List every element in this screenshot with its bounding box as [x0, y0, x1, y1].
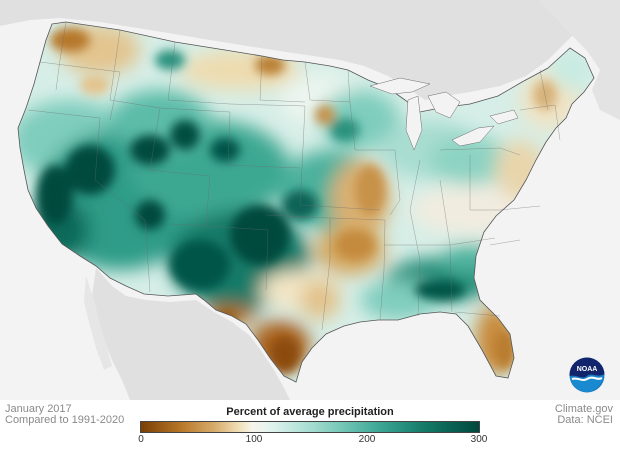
legend-tick-0: 0: [138, 434, 144, 445]
legend-color-bar: [140, 421, 480, 433]
legend-tick-300: 300: [470, 434, 488, 445]
data-source: Data: NCEI: [557, 414, 613, 426]
state-boundaries: [27, 21, 561, 331]
legend-title: Percent of average precipitation: [226, 406, 394, 418]
noaa-logo-icon: NOAA: [569, 357, 605, 393]
credit: Climate.gov: [554, 403, 613, 415]
baseline-period: Compared to 1991-2020: [5, 414, 125, 426]
legend-tick-200: 200: [358, 434, 376, 445]
precipitation-map: [0, 0, 620, 400]
svg-text:NOAA: NOAA: [577, 366, 598, 373]
great-lakes: [369, 77, 519, 151]
map-date: January 2017: [5, 403, 72, 415]
surrounding-land: [0, 0, 620, 400]
legend-tick-100: 100: [245, 434, 263, 445]
footer: January 2017 Compared to 1991-2020 Perce…: [0, 400, 620, 450]
